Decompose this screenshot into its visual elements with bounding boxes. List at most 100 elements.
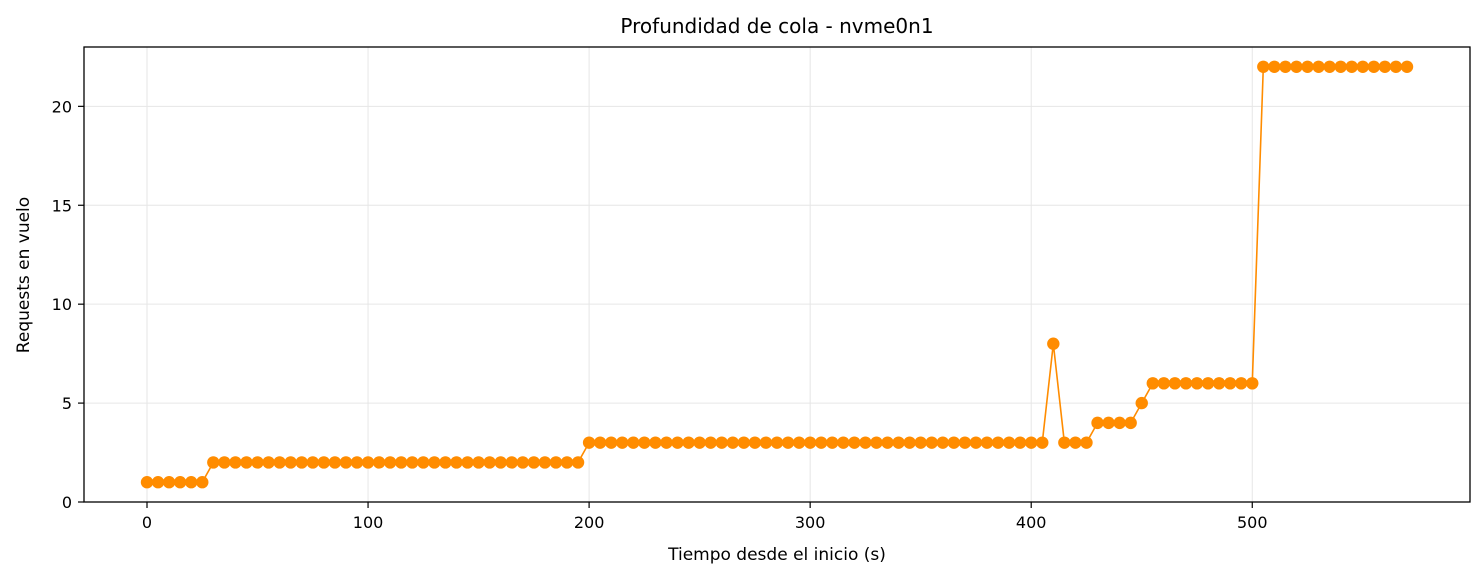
data-point <box>262 456 275 469</box>
data-point <box>638 436 651 449</box>
data-point <box>914 436 927 449</box>
data-point <box>1290 60 1303 73</box>
data-point <box>837 436 850 449</box>
data-point <box>1356 60 1369 73</box>
data-point <box>616 436 629 449</box>
data-point <box>1279 60 1292 73</box>
series-line <box>140 60 1414 489</box>
plot-frame <box>83 46 1471 503</box>
data-point <box>826 436 839 449</box>
data-point <box>1124 416 1137 430</box>
data-point <box>859 436 872 449</box>
data-point <box>527 456 541 469</box>
data-point <box>1146 377 1159 390</box>
data-point <box>483 456 496 469</box>
data-point <box>185 476 198 489</box>
data-point <box>682 436 695 449</box>
data-point <box>1334 60 1347 73</box>
data-point <box>693 436 706 449</box>
data-point <box>892 436 905 449</box>
data-point <box>1058 436 1071 449</box>
data-point <box>196 476 209 489</box>
y-tick-label: 5 <box>62 394 72 413</box>
x-tick-label: 300 <box>795 513 826 532</box>
data-point <box>229 456 242 469</box>
data-point <box>350 456 364 469</box>
data-point <box>1378 60 1392 73</box>
y-axis-label: Requests en vuelo <box>14 197 34 353</box>
x-tick-label: 200 <box>574 513 605 532</box>
data-point <box>737 436 751 449</box>
data-point <box>1102 416 1115 430</box>
data-point <box>881 436 894 449</box>
data-point <box>1268 60 1281 73</box>
data-point <box>870 436 883 449</box>
data-point <box>649 436 662 449</box>
data-point <box>715 436 728 449</box>
data-point <box>251 456 264 469</box>
data-point <box>505 456 518 469</box>
data-point <box>1179 377 1193 390</box>
data-point <box>748 436 762 449</box>
data-point <box>1212 377 1226 390</box>
data-point <box>1400 60 1414 73</box>
data-point <box>1168 377 1182 390</box>
data-point <box>704 436 717 449</box>
data-point <box>361 456 375 469</box>
data-point <box>284 456 297 469</box>
data-point <box>461 456 474 469</box>
data-point <box>417 456 430 469</box>
y-tick-label: 20 <box>52 97 72 116</box>
data-point <box>140 476 154 489</box>
data-point <box>1201 377 1215 390</box>
y-axis: 0 5 10 15 20 <box>52 97 84 512</box>
data-point <box>1113 416 1126 430</box>
data-point <box>383 456 397 469</box>
data-point <box>1235 377 1248 390</box>
data-point <box>372 456 386 469</box>
data-point <box>162 476 176 489</box>
data-point <box>1223 377 1237 390</box>
chart-title: Profundidad de cola - nvme0n1 <box>620 14 933 38</box>
data-point <box>1323 60 1336 73</box>
data-point <box>947 436 961 449</box>
data-point <box>406 456 419 469</box>
data-point <box>151 476 165 489</box>
data-point <box>1157 377 1171 390</box>
y-tick-label: 0 <box>62 493 72 512</box>
data-point <box>306 456 319 469</box>
data-point <box>207 456 220 469</box>
data-point <box>494 456 507 469</box>
x-axis-label: Tiempo desde el inicio (s) <box>667 545 886 565</box>
data-point <box>1367 60 1381 73</box>
data-point <box>848 436 861 449</box>
data-point <box>1025 436 1038 449</box>
y-tick-label: 15 <box>52 196 72 215</box>
data-point <box>1135 396 1148 410</box>
data-point <box>969 436 983 449</box>
data-point <box>759 436 773 449</box>
data-point <box>660 436 673 449</box>
x-tick-label: 400 <box>1016 513 1047 532</box>
data-point <box>240 456 253 469</box>
data-point <box>1013 436 1027 449</box>
data-point <box>218 456 231 469</box>
data-point <box>1047 337 1060 350</box>
data-point <box>1080 436 1093 449</box>
data-point <box>450 456 463 469</box>
data-point <box>1002 436 1016 449</box>
x-tick-label: 100 <box>353 513 384 532</box>
data-point <box>991 436 1005 449</box>
data-point <box>439 456 452 469</box>
data-point <box>1312 60 1325 73</box>
data-point <box>958 436 972 449</box>
data-point <box>726 436 739 449</box>
series-polyline <box>147 65 1407 484</box>
data-point <box>1345 60 1358 73</box>
data-point <box>1257 60 1270 73</box>
data-point <box>582 436 596 449</box>
data-point <box>428 456 441 469</box>
data-point <box>803 436 817 449</box>
data-point <box>328 456 342 469</box>
data-point <box>1301 60 1314 73</box>
